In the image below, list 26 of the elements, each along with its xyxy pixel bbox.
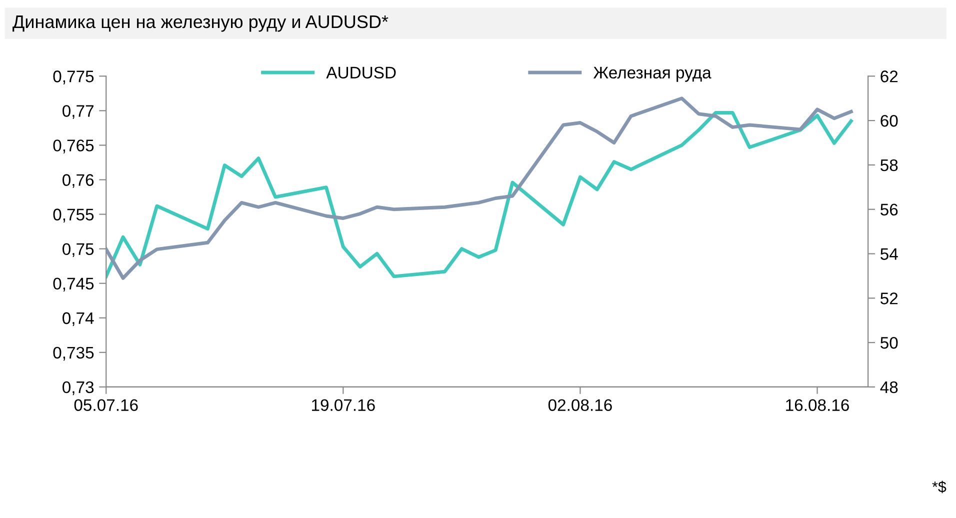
y-tick-label: 0,73 <box>62 381 94 396</box>
y2-tick-label: 54 <box>880 248 898 260</box>
y2-tick-label: 56 <box>880 204 898 216</box>
y2-tick-label: 52 <box>880 292 898 304</box>
y-tick-label: 0,745 <box>53 278 94 292</box>
y2-tick-label: 58 <box>880 159 898 172</box>
y-tick-label: 0,75 <box>62 243 94 257</box>
legend-label: Железная руда <box>593 66 712 82</box>
x-tick-label: 05.07.16 <box>74 399 138 411</box>
chart-title: Динамика цен на железную руду и AUDUSD* <box>12 15 388 32</box>
y2-tick-label: 62 <box>880 70 898 82</box>
text: *$ <box>932 480 946 494</box>
y-tick-label: 0,76 <box>62 174 94 188</box>
x-tick-label: 16.08.16 <box>786 399 849 411</box>
y-tick-label: 0,775 <box>53 70 94 84</box>
x-tick-label: 19.07.16 <box>312 399 375 411</box>
y-tick-label: 0,735 <box>53 346 94 361</box>
y2-tick-label: 48 <box>880 381 898 394</box>
y-tick-label: 0,74 <box>62 312 94 326</box>
x-tick-label: 02.08.16 <box>548 399 612 411</box>
y2-tick-label: 50 <box>880 336 898 349</box>
y-tick-label: 0,77 <box>62 105 94 119</box>
legend-label: AUDUSD <box>326 66 396 79</box>
y2-tick-label: 60 <box>880 114 898 127</box>
y-tick-label: 0,765 <box>53 140 94 154</box>
y-tick-label: 0,755 <box>53 208 94 222</box>
